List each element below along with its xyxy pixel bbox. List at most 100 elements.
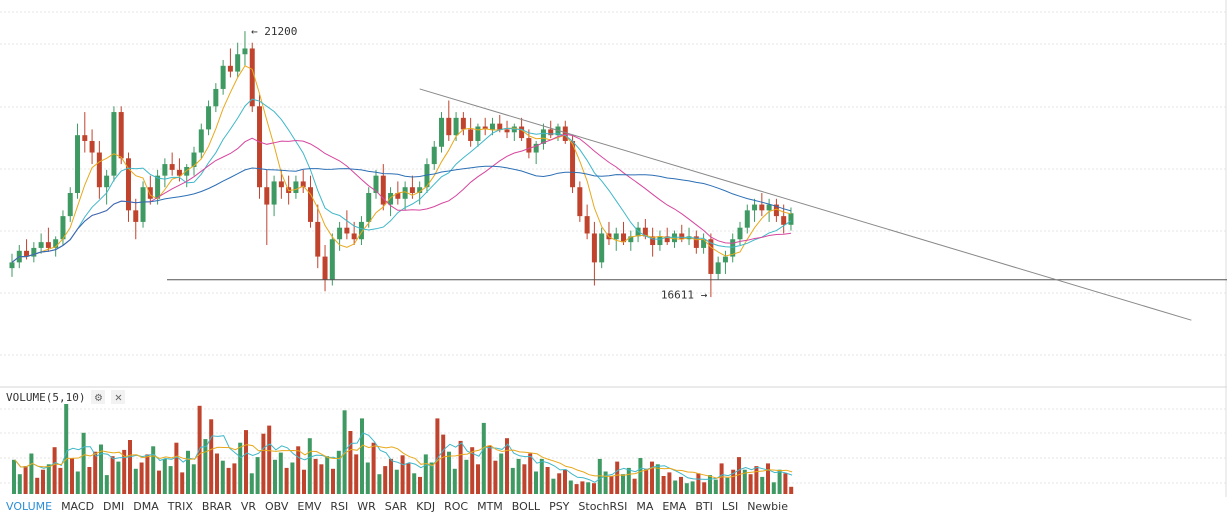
volume-bar	[307, 438, 312, 494]
tab-brar[interactable]: BRAR	[201, 499, 232, 513]
volume-bar	[273, 459, 277, 494]
candle-body	[446, 117, 452, 136]
volume-bar	[609, 476, 614, 494]
volume-bar	[360, 418, 364, 494]
candle-body	[118, 112, 124, 159]
tab-ma[interactable]: MA	[636, 499, 654, 513]
volume-bar	[354, 454, 359, 494]
volume-bar	[255, 457, 260, 494]
gear-icon[interactable]: ⚙	[91, 390, 106, 404]
tab-emv[interactable]: EMV	[297, 499, 322, 513]
candle-body	[67, 193, 73, 217]
ma-line	[11, 65, 792, 263]
volume-bar	[377, 474, 382, 494]
volume-bar	[418, 476, 422, 494]
volume-bar	[429, 462, 434, 494]
candle-body	[489, 123, 495, 130]
volume-bar	[592, 483, 596, 494]
volume-bar	[412, 473, 417, 494]
tab-obv[interactable]: OBV	[265, 499, 289, 513]
volume-bar	[737, 457, 741, 494]
main-grid	[0, 11, 1227, 356]
volume-bar	[365, 462, 370, 494]
tab-boll[interactable]: BOLL	[511, 499, 541, 513]
high-annotation: ← 21200	[251, 25, 297, 38]
low-annotation: 16611 →	[661, 288, 708, 301]
tab-lsi[interactable]: LSI	[721, 499, 739, 513]
tab-rsi[interactable]: RSI	[330, 499, 349, 513]
volume-grid	[0, 408, 1227, 484]
volume-bar	[203, 439, 208, 494]
candle-body	[257, 106, 263, 188]
tab-roc[interactable]: ROC	[444, 499, 469, 513]
volume-bar	[574, 484, 579, 494]
volume-label: VOLUME(5,10)	[6, 390, 86, 404]
volume-bar	[284, 467, 289, 494]
volume-bar	[580, 481, 585, 494]
candle-body	[140, 187, 146, 222]
volume-bar	[157, 470, 161, 494]
tab-bti[interactable]: BTI	[695, 499, 713, 513]
close-icon[interactable]: ✕	[111, 390, 126, 404]
candle-body	[242, 48, 248, 55]
volume-bar	[104, 475, 109, 494]
tab-vr[interactable]: VR	[240, 499, 257, 513]
candle-body	[249, 48, 255, 107]
tab-wr[interactable]: WR	[357, 499, 376, 513]
volume-bar	[116, 461, 121, 494]
indicator-tabs: VOLUME MACD DMI DMA TRIX BRAR VR OBV EMV RSI WR SAR…	[0, 497, 1227, 515]
candle-body	[24, 250, 30, 257]
tab-ema[interactable]: EMA	[662, 499, 687, 513]
candle-body	[402, 187, 408, 199]
volume-bar	[389, 458, 393, 494]
volume-bar	[122, 449, 127, 494]
volume-bar	[302, 469, 306, 494]
candle-body	[693, 236, 699, 248]
volume-bar	[661, 476, 666, 494]
candle-body	[613, 233, 619, 240]
volume-bar	[17, 474, 22, 494]
volume-bar	[505, 438, 509, 494]
tab-sar[interactable]: SAR	[384, 499, 408, 513]
tab-volume[interactable]: VOLUME	[6, 499, 53, 513]
volume-bar	[470, 447, 475, 494]
volume-ma-line	[14, 444, 793, 479]
volume-bar	[23, 466, 28, 494]
volume-bar	[586, 482, 591, 494]
candle-body	[671, 233, 677, 243]
candle-body	[533, 143, 539, 153]
volume-bar	[684, 483, 689, 494]
candle-body	[744, 210, 750, 228]
volume-bar	[423, 454, 428, 494]
tab-stochrsi[interactable]: StochRSI	[578, 499, 628, 513]
tab-macd[interactable]: MACD	[61, 499, 95, 513]
volume-bar	[435, 418, 440, 494]
volume-bar	[209, 419, 214, 494]
tab-dmi[interactable]: DMI	[103, 499, 125, 513]
candle-body	[191, 152, 197, 167]
tab-mtm[interactable]: MTM	[477, 499, 503, 513]
candle-body	[431, 146, 437, 165]
tab-kdj[interactable]: KDJ	[416, 499, 436, 513]
candle-body	[759, 204, 765, 211]
ma-line	[11, 165, 792, 263]
candle-body	[497, 123, 503, 130]
volume-bar	[58, 467, 63, 494]
tab-psy[interactable]: PSY	[549, 499, 570, 513]
volume-bar	[557, 473, 562, 494]
volume-bar	[597, 458, 602, 494]
candle-body	[373, 175, 379, 193]
volume-bar	[713, 479, 718, 494]
tab-dma[interactable]: DMA	[133, 499, 159, 513]
volume-bar	[551, 478, 556, 494]
moving-average-lines	[11, 65, 792, 263]
tab-trix[interactable]: TRIX	[167, 499, 193, 513]
candle-body	[89, 140, 95, 153]
candle-body	[53, 239, 59, 248]
candle-body	[176, 169, 182, 176]
volume-bar	[655, 464, 660, 494]
volume-bar	[151, 446, 156, 494]
volume-bar	[673, 480, 678, 494]
tab-newbie[interactable]: Newbie	[747, 499, 788, 513]
volume-bar	[394, 469, 399, 494]
